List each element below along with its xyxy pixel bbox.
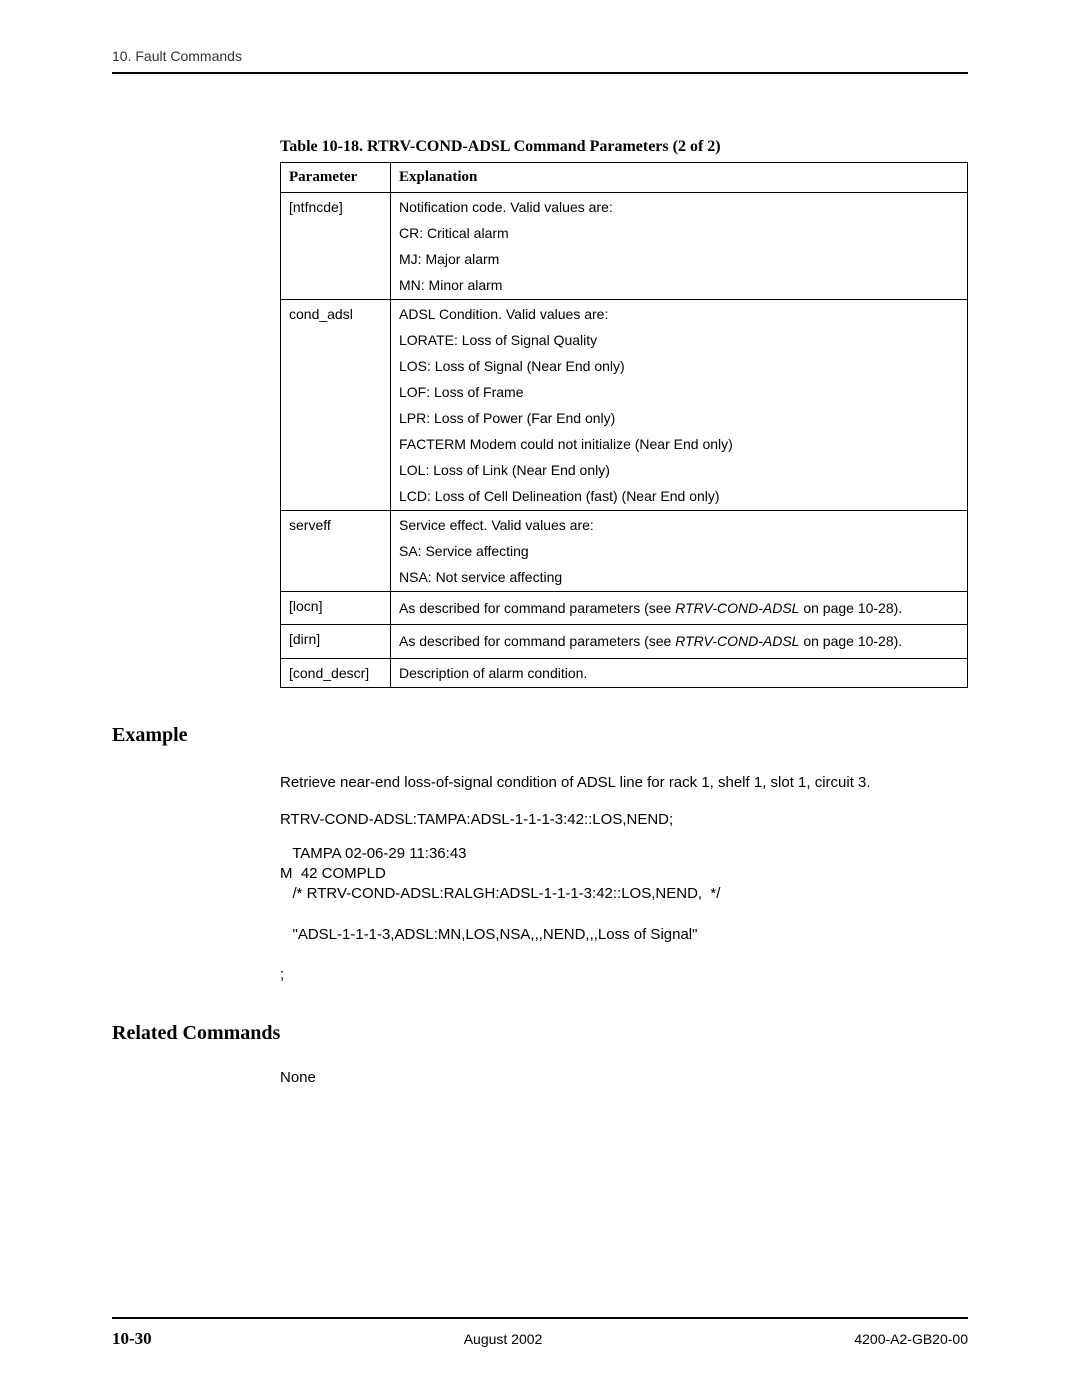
explanation-tail: on page 10-28). — [799, 633, 902, 649]
explanation-line: FACTERM Modem could not initialize (Near… — [399, 436, 959, 452]
param-explanation: Notification code. Valid values are: CR:… — [391, 193, 968, 300]
output-line: "ADSL-1-1-1-3,ADSL:MN,LOS,NSA,,,NEND,,,L… — [280, 926, 697, 943]
param-explanation: As described for command parameters (see… — [391, 592, 968, 625]
explanation-line: LORATE: Loss of Signal Quality — [399, 332, 959, 348]
output-line: TAMPA 02-06-29 11:36:43 — [280, 845, 467, 862]
param-name: [dirn] — [281, 625, 391, 658]
table-row: [ntfncde] Notification code. Valid value… — [281, 193, 968, 300]
table-row: cond_adsl ADSL Condition. Valid values a… — [281, 300, 968, 511]
explanation-line: Notification code. Valid values are: — [399, 199, 959, 215]
page-number: 10-30 — [112, 1329, 152, 1349]
output-line: ; — [280, 966, 284, 983]
output-line: /* RTRV-COND-ADSL:RALGH:ADSL-1-1-1-3:42:… — [280, 885, 720, 902]
explanation-line: LOL: Loss of Link (Near End only) — [399, 462, 959, 478]
footer-date: August 2002 — [464, 1331, 543, 1347]
table-row: [cond_descr] Description of alarm condit… — [281, 658, 968, 687]
example-intro: Retrieve near-end loss-of-signal conditi… — [280, 773, 968, 793]
explanation-text: As described for command parameters (see — [399, 600, 675, 616]
table-row: [locn] As described for command paramete… — [281, 592, 968, 625]
page-container: 10. Fault Commands Table 10-18. RTRV-CON… — [0, 0, 1080, 1397]
param-explanation: ADSL Condition. Valid values are: LORATE… — [391, 300, 968, 511]
param-explanation: Description of alarm condition. — [391, 658, 968, 687]
output-line: M 42 COMPLD — [280, 865, 386, 882]
explanation-line: ADSL Condition. Valid values are: — [399, 306, 959, 322]
explanation-ref: RTRV-COND-ADSL — [675, 600, 799, 616]
example-heading: Example — [112, 724, 968, 747]
table-row: serveff Service effect. Valid values are… — [281, 511, 968, 592]
param-name: cond_adsl — [281, 300, 391, 511]
explanation-line: CR: Critical alarm — [399, 225, 959, 241]
explanation-text: As described for command parameters (see — [399, 633, 675, 649]
explanation-tail: on page 10-28). — [799, 600, 902, 616]
explanation-line: LOF: Loss of Frame — [399, 384, 959, 400]
footer-doc: 4200-A2-GB20-00 — [854, 1331, 968, 1347]
param-name: [cond_descr] — [281, 658, 391, 687]
example-output: TAMPA 02-06-29 11:36:43 M 42 COMPLD /* R… — [280, 844, 968, 986]
param-explanation: Service effect. Valid values are: SA: Se… — [391, 511, 968, 592]
explanation-line: LPR: Loss of Power (Far End only) — [399, 410, 959, 426]
parameters-table: Parameter Explanation [ntfncde] Notifica… — [280, 162, 968, 688]
explanation-line: SA: Service affecting — [399, 543, 959, 559]
param-explanation: As described for command parameters (see… — [391, 625, 968, 658]
explanation-line: NSA: Not service affecting — [399, 569, 959, 585]
table-row: [dirn] As described for command paramete… — [281, 625, 968, 658]
col-parameter: Parameter — [281, 163, 391, 193]
table-header-row: Parameter Explanation — [281, 163, 968, 193]
explanation-line: LCD: Loss of Cell Delineation (fast) (Ne… — [399, 488, 959, 504]
param-name: [locn] — [281, 592, 391, 625]
related-heading: Related Commands — [112, 1022, 968, 1045]
col-explanation: Explanation — [391, 163, 968, 193]
page-footer: 10-30 August 2002 4200-A2-GB20-00 — [112, 1317, 968, 1349]
explanation-ref: RTRV-COND-ADSL — [675, 633, 799, 649]
param-name: serveff — [281, 511, 391, 592]
related-body: None — [280, 1069, 968, 1086]
explanation-line: Service effect. Valid values are: — [399, 517, 959, 533]
example-command: RTRV-COND-ADSL:TAMPA:ADSL-1-1-1-3:42::LO… — [280, 811, 968, 828]
explanation-line: LOS: Loss of Signal (Near End only) — [399, 358, 959, 374]
page-header: 10. Fault Commands — [112, 48, 968, 74]
explanation-line: MN: Minor alarm — [399, 277, 959, 293]
param-name: [ntfncde] — [281, 193, 391, 300]
breadcrumb: 10. Fault Commands — [112, 48, 242, 64]
table-caption: Table 10-18. RTRV-COND-ADSL Command Para… — [280, 138, 968, 156]
explanation-line: MJ: Major alarm — [399, 251, 959, 267]
